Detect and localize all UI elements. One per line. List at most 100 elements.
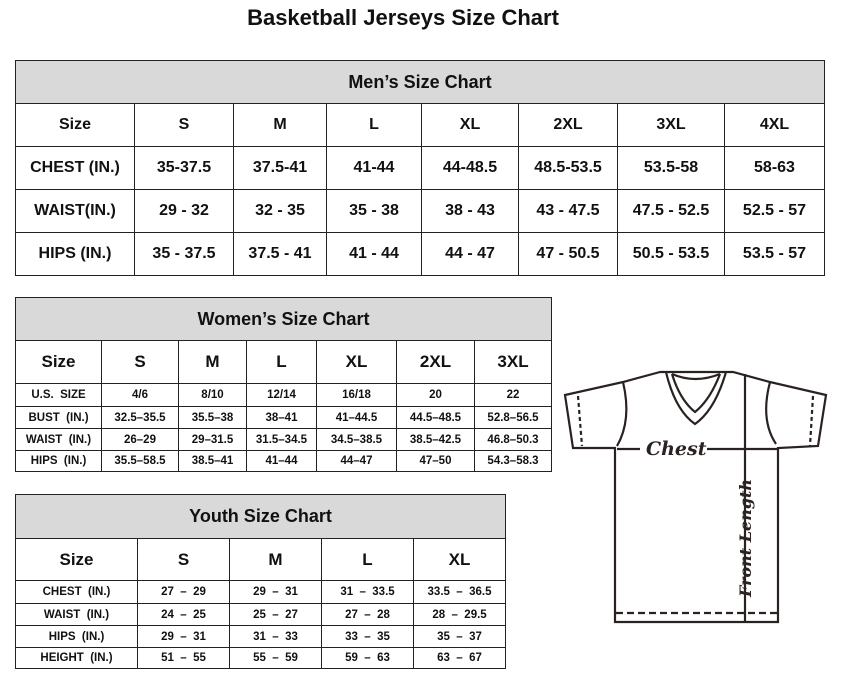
table-cell: 46.8–50.3 [473,428,553,451]
table-cell: 32 - 35 [233,189,327,233]
table-cell: 22 [473,383,553,407]
table-heading: Women’s Size Chart [14,297,553,341]
table-cell: 32.5–35.5 [101,406,179,429]
table-row: BUST (IN.) 32.5–35.5 35.5–38 38–41 41–44.5 44… [15,406,553,429]
table-cell: 53.5-58 [617,146,725,190]
table-cell: 48.5-53.5 [518,146,618,190]
table-cell: 37.5 - 41 [233,232,327,276]
header-cell: XL [316,340,397,384]
header-cell: S [101,340,179,384]
table-row: HIPS (IN.) 35.5–58.5 38.5–41 41–44 44–47 47–5… [15,450,553,472]
youth-size-table: Youth Size Chart Size S M L XL CHEST (IN.) 27 –… [14,494,507,669]
table-row: HIPS (IN.) 29 – 31 31 – 33 33 – 35 35 – 37 [15,625,507,648]
header-cell: Size [15,340,102,384]
table-cell: 44–47 [316,450,397,472]
table-row: WAIST (IN.) 24 – 25 25 – 27 27 – 28 28 – 29.… [15,603,507,626]
table-cell: 31 – 33.5 [321,580,414,604]
row-label: U.S. SIZE [15,383,102,407]
size-header-row: Size S M L XL [15,538,507,581]
table-cell: 47 - 50.5 [518,232,618,276]
row-label: HEIGHT (IN.) [15,647,138,669]
header-cell: L [321,538,414,581]
table-cell: 28 – 29.5 [412,603,507,626]
table-cell: 41-44 [326,146,422,190]
table-heading: Youth Size Chart [14,494,507,539]
header-cell: M [233,103,327,147]
table-cell: 59 – 63 [321,647,414,669]
table-cell: 29 – 31 [137,625,230,648]
table-cell: 37.5-41 [233,146,327,190]
table-cell: 41–44 [246,450,317,472]
table-cell: 50.5 - 53.5 [617,232,725,276]
table-cell: 4/6 [101,383,179,407]
row-label: CHEST (IN.) [15,580,138,604]
mens-size-table: Men’s Size Chart Size S M L XL 2XL 3XL 4XL CHEST … [15,60,825,276]
table-cell: 31.5–34.5 [246,428,317,451]
table-cell: 35-37.5 [134,146,234,190]
table-row: HIPS (IN.) 35 - 37.5 37.5 - 41 41 - 44 44 - … [15,232,825,276]
table-cell: 26–29 [101,428,179,451]
table-cell: 24 – 25 [137,603,230,626]
table-row: WAIST (IN.) 26–29 29–31.5 31.5–34.5 34.5–38.… [15,428,553,451]
header-cell: L [326,103,422,147]
table-cell: 31 – 33 [229,625,322,648]
table-cell: 35.5–58.5 [101,450,179,472]
table-cell: 27 – 29 [137,580,230,604]
table-cell: 41–44.5 [316,406,397,429]
table-cell: 44.5–48.5 [396,406,475,429]
table-cell: 52.8–56.5 [473,406,553,429]
header-cell: Size [15,103,135,147]
shirt-outline [563,370,828,624]
row-label: HIPS (IN.) [15,450,102,472]
table-cell: 38.5–42.5 [396,428,475,451]
size-header-row: Size S M L XL 2XL 3XL [15,340,553,384]
header-cell: M [229,538,322,581]
womens-size-table: Women’s Size Chart Size S M L XL 2XL 3XL U.S. SI… [14,297,553,472]
header-cell: XL [421,103,519,147]
table-row: CHEST (IN.) 27 – 29 29 – 31 31 – 33.5 33.5 –… [15,580,507,604]
row-label: WAIST(IN.) [15,189,135,233]
table-heading: Men’s Size Chart [15,60,825,104]
table-cell: 25 – 27 [229,603,322,626]
table-cell: 20 [396,383,475,407]
table-cell: 27 – 28 [321,603,414,626]
header-cell: 3XL [473,340,553,384]
table-row: HEIGHT (IN.) 51 – 55 55 – 59 59 – 63 63 – 67 [15,647,507,669]
table-cell: 33.5 – 36.5 [412,580,507,604]
row-label: WAIST (IN.) [15,603,138,626]
table-cell: 29–31.5 [178,428,247,451]
table-cell: 38.5–41 [178,450,247,472]
header-cell: S [134,103,234,147]
table-cell: 44-48.5 [421,146,519,190]
chest-label: Chest [646,438,707,460]
table-cell: 8/10 [178,383,247,407]
row-label: CHEST (IN.) [15,146,135,190]
header-cell: 2XL [518,103,618,147]
row-label: WAIST (IN.) [15,428,102,451]
table-cell: 52.5 - 57 [724,189,825,233]
table-cell: 29 – 31 [229,580,322,604]
header-cell: XL [412,538,507,581]
front-length-label: Front Length [736,479,755,598]
header-cell: Size [15,538,138,581]
table-cell: 55 – 59 [229,647,322,669]
table-cell: 29 - 32 [134,189,234,233]
size-header-row: Size S M L XL 2XL 3XL 4XL [15,103,825,147]
table-cell: 44 - 47 [421,232,519,276]
row-label: BUST (IN.) [15,406,102,429]
table-row: WAIST(IN.) 29 - 32 32 - 35 35 - 38 38 - 43 43… [15,189,825,233]
page-title: Basketball Jerseys Size Chart [247,5,559,30]
table-cell: 47.5 - 52.5 [617,189,725,233]
header-cell: M [178,340,247,384]
table-cell: 38 - 43 [421,189,519,233]
header-cell: 3XL [617,103,725,147]
table-row: CHEST (IN.) 35-37.5 37.5-41 41-44 44-48.5 48.… [15,146,825,190]
table-cell: 33 – 35 [321,625,414,648]
table-cell: 34.5–38.5 [316,428,397,451]
table-cell: 38–41 [246,406,317,429]
row-label: HIPS (IN.) [15,232,135,276]
table-cell: 47–50 [396,450,475,472]
table-cell: 35 - 38 [326,189,422,233]
jersey-diagram: Chest Front Length [563,370,828,624]
table-cell: 43 - 47.5 [518,189,618,233]
